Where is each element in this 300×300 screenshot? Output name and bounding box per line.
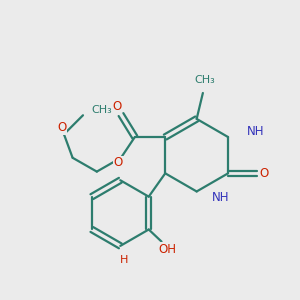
Text: NH: NH — [212, 191, 230, 204]
Text: CH₃: CH₃ — [92, 105, 112, 115]
Text: O: O — [114, 157, 123, 169]
Text: NH: NH — [247, 125, 265, 138]
Text: H: H — [120, 255, 128, 265]
Text: OH: OH — [159, 243, 177, 256]
Text: O: O — [112, 100, 122, 113]
Text: CH₃: CH₃ — [194, 75, 215, 85]
Text: O: O — [259, 167, 268, 180]
Text: O: O — [57, 121, 67, 134]
